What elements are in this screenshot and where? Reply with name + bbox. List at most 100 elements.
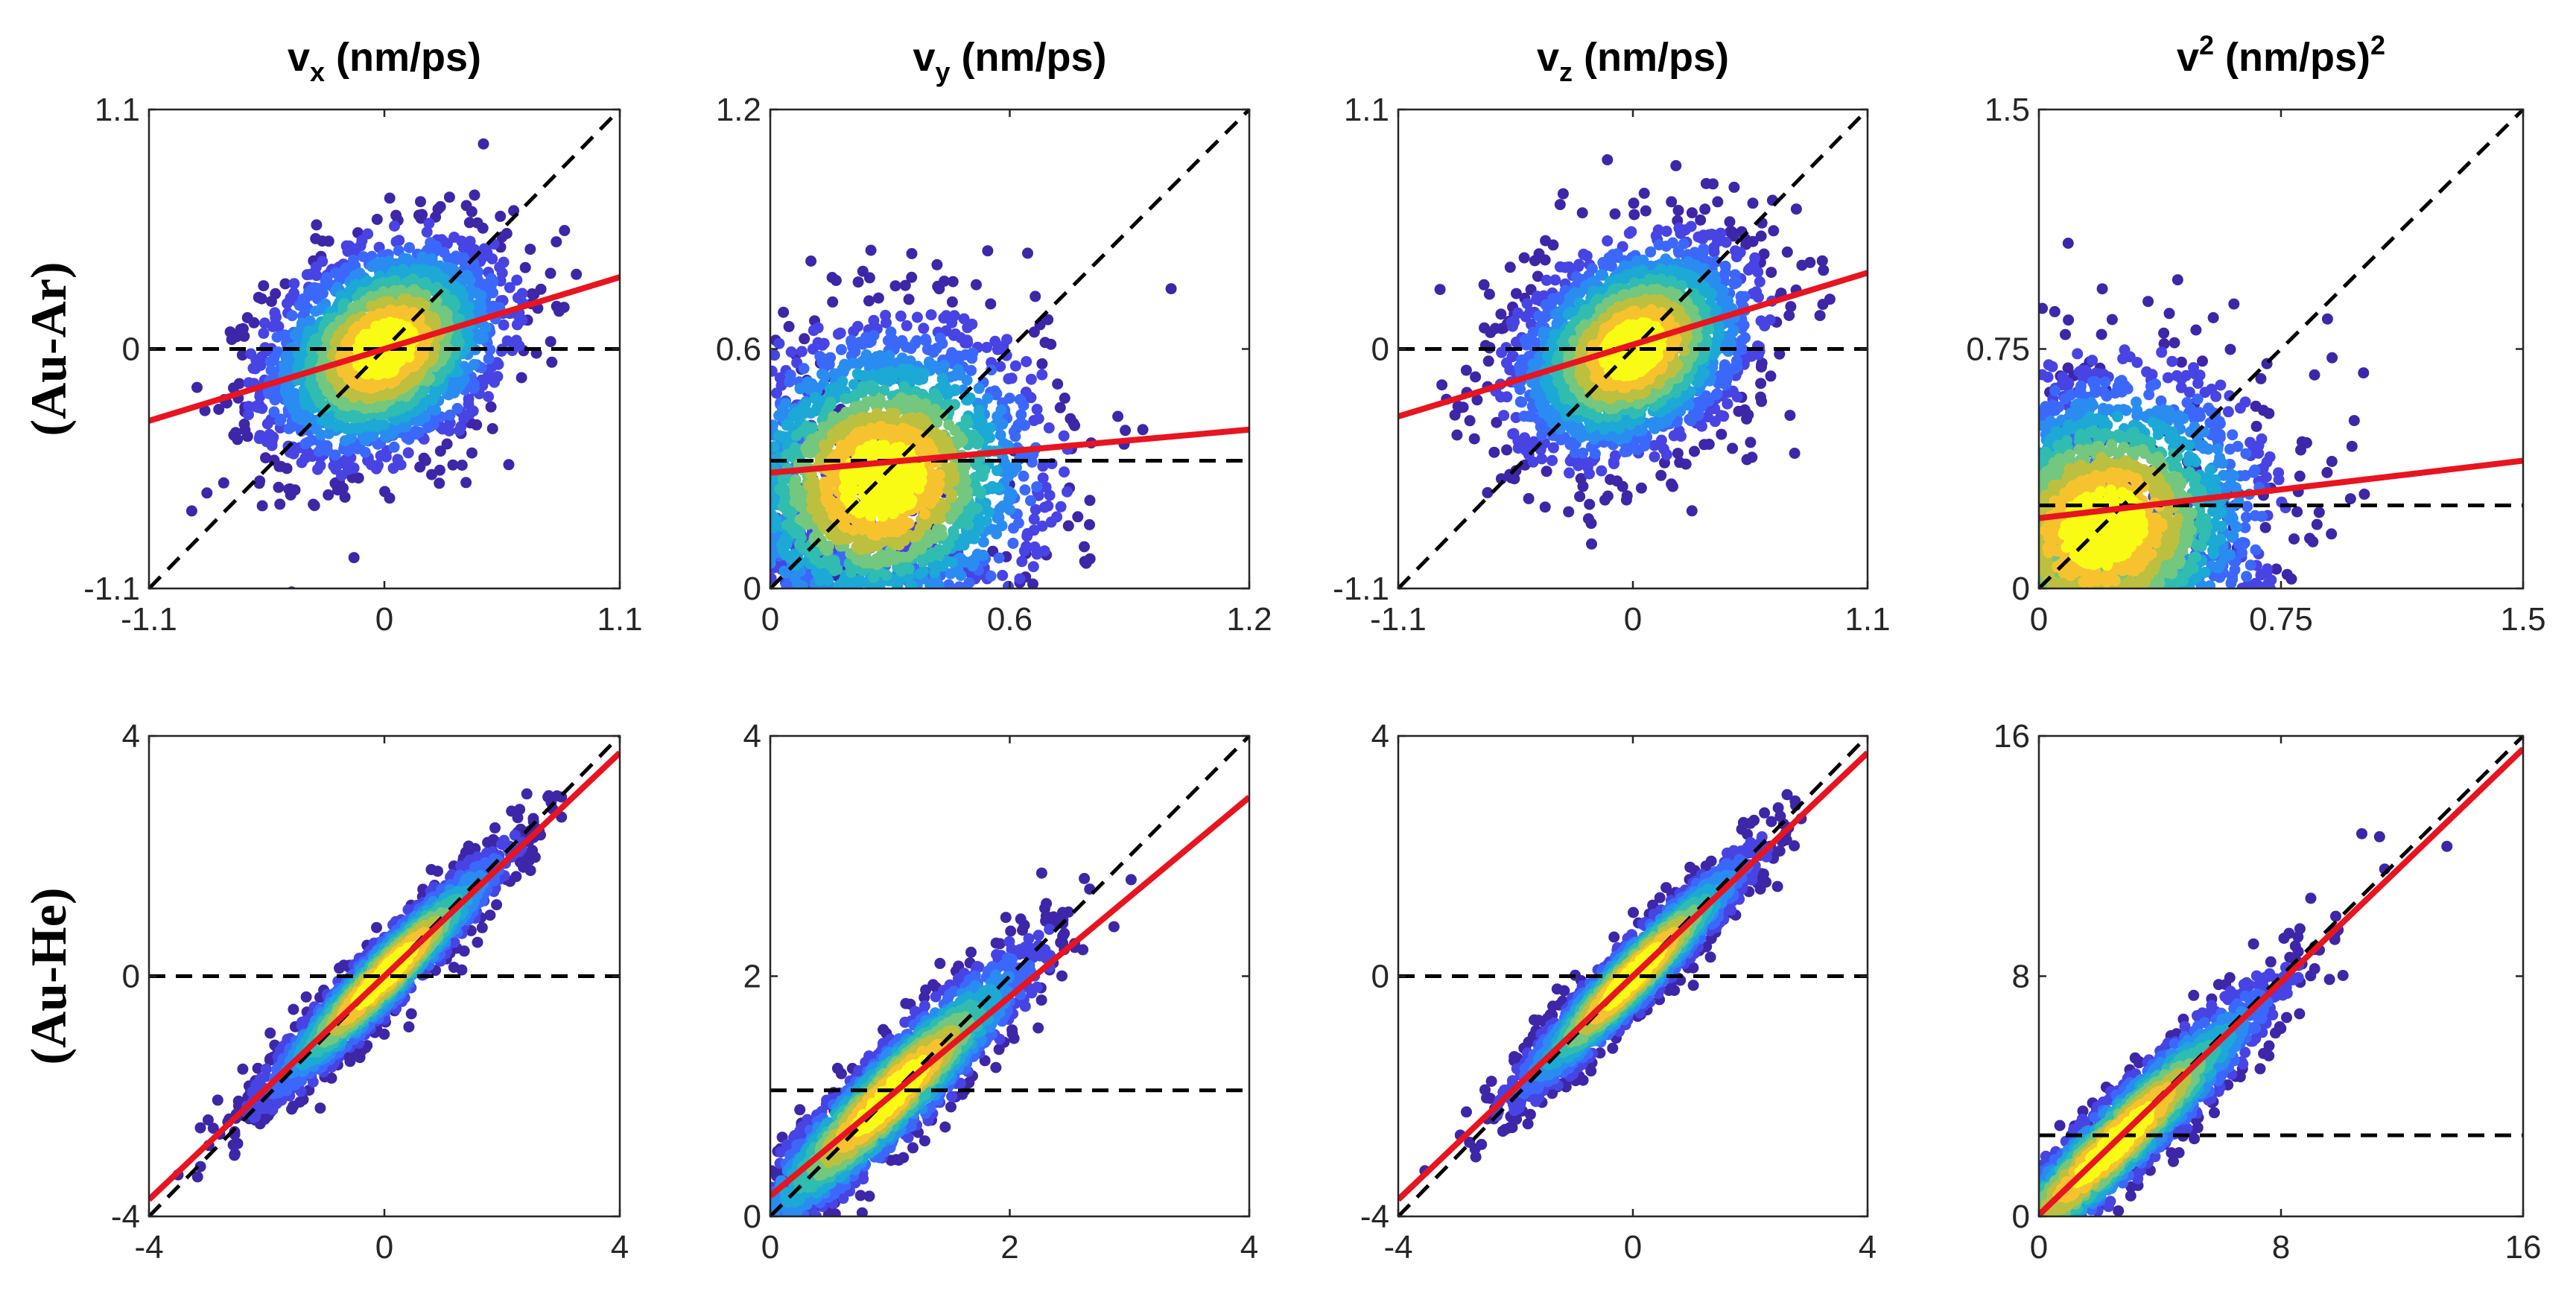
data-point xyxy=(495,210,507,222)
data-point xyxy=(256,293,267,305)
data-point xyxy=(1028,513,1040,525)
data-point xyxy=(415,212,427,224)
data-point xyxy=(1072,511,1084,523)
data-point xyxy=(1518,252,1530,264)
data-point xyxy=(267,431,279,443)
data-point xyxy=(1766,267,1777,279)
data-point xyxy=(1478,279,1490,291)
data-point xyxy=(770,441,780,453)
data-point xyxy=(1510,412,1522,423)
data-point xyxy=(426,469,437,480)
data-point xyxy=(1501,391,1513,403)
scatter-panel: 0 0.6 1.200.61.2 xyxy=(716,92,1272,638)
data-point xyxy=(943,579,955,588)
data-point xyxy=(545,336,556,348)
data-point xyxy=(1025,495,1036,507)
data-point xyxy=(807,343,819,355)
data-point xyxy=(1755,230,1767,242)
data-point xyxy=(1036,369,1048,381)
data-point xyxy=(863,295,875,307)
data-point xyxy=(304,315,316,327)
data-point xyxy=(515,372,527,384)
data-point xyxy=(254,475,266,487)
data-point xyxy=(233,378,245,390)
data-point xyxy=(977,536,989,548)
data-point xyxy=(1790,203,1802,215)
data-point xyxy=(889,280,901,292)
data-point xyxy=(512,292,524,304)
data-point xyxy=(1031,404,1043,415)
data-point xyxy=(545,267,556,279)
data-point xyxy=(423,218,435,229)
data-point xyxy=(1818,264,1830,276)
data-point xyxy=(1638,188,1650,199)
column-title-unit-superscript: 2 xyxy=(2370,30,2385,60)
data-point xyxy=(947,276,959,288)
y-tick-label: 0 xyxy=(743,571,761,607)
data-point xyxy=(822,574,834,586)
data-point xyxy=(1724,216,1736,228)
data-point xyxy=(781,472,793,484)
data-point xyxy=(1689,445,1700,457)
data-point xyxy=(918,565,929,577)
data-point xyxy=(185,505,197,517)
data-point xyxy=(1016,556,1028,568)
data-point xyxy=(959,337,971,349)
data-point xyxy=(1573,261,1584,273)
data-point xyxy=(943,419,955,431)
data-point xyxy=(1586,538,1597,550)
data-point xyxy=(905,343,917,355)
data-point xyxy=(1673,425,1685,437)
data-point xyxy=(314,460,326,472)
data-point xyxy=(1609,450,1621,462)
data-point xyxy=(1655,434,1667,446)
data-point xyxy=(1645,246,1657,258)
data-point xyxy=(1784,410,1796,422)
data-point xyxy=(1728,277,1739,289)
data-point xyxy=(1719,359,1730,371)
data-point xyxy=(308,498,320,510)
data-point xyxy=(958,313,970,325)
data-point xyxy=(1675,228,1687,239)
column-title-unit: (nm/ps) xyxy=(951,35,1107,80)
data-point xyxy=(1539,254,1551,266)
data-point xyxy=(1015,409,1027,420)
data-point xyxy=(1655,469,1667,481)
y-tick-label: -1.1 xyxy=(83,571,140,607)
data-point xyxy=(942,389,954,401)
data-point xyxy=(229,427,241,439)
data-point xyxy=(384,192,396,204)
data-point xyxy=(1507,320,1518,332)
y-tick-label: 1.1 xyxy=(95,92,140,128)
data-point xyxy=(807,422,819,434)
data-point xyxy=(483,391,495,402)
data-point xyxy=(1785,301,1797,313)
data-point xyxy=(926,547,938,559)
data-point xyxy=(1582,513,1594,524)
data-point xyxy=(913,374,925,386)
data-point xyxy=(1605,260,1617,272)
data-point xyxy=(478,138,489,150)
data-point xyxy=(1541,274,1552,286)
data-point xyxy=(279,278,291,290)
data-point xyxy=(415,196,426,208)
row-label: (Au-He) xyxy=(20,888,77,1065)
data-point xyxy=(827,296,839,308)
fit-line xyxy=(770,426,1249,476)
data-point xyxy=(258,280,270,292)
column-title-unit: (nm/ps) xyxy=(1573,35,1729,80)
data-point xyxy=(1059,393,1070,404)
data-point xyxy=(1028,415,1040,427)
data-point xyxy=(865,244,877,256)
data-point xyxy=(1021,527,1033,539)
data-point xyxy=(137,385,148,396)
data-point xyxy=(477,222,489,234)
data-point xyxy=(349,420,361,432)
data-point xyxy=(281,463,293,474)
data-point xyxy=(1037,472,1049,484)
data-point xyxy=(1557,188,1569,200)
data-point xyxy=(524,244,536,255)
data-point xyxy=(466,206,478,218)
data-point xyxy=(248,317,260,328)
data-point xyxy=(389,220,400,232)
